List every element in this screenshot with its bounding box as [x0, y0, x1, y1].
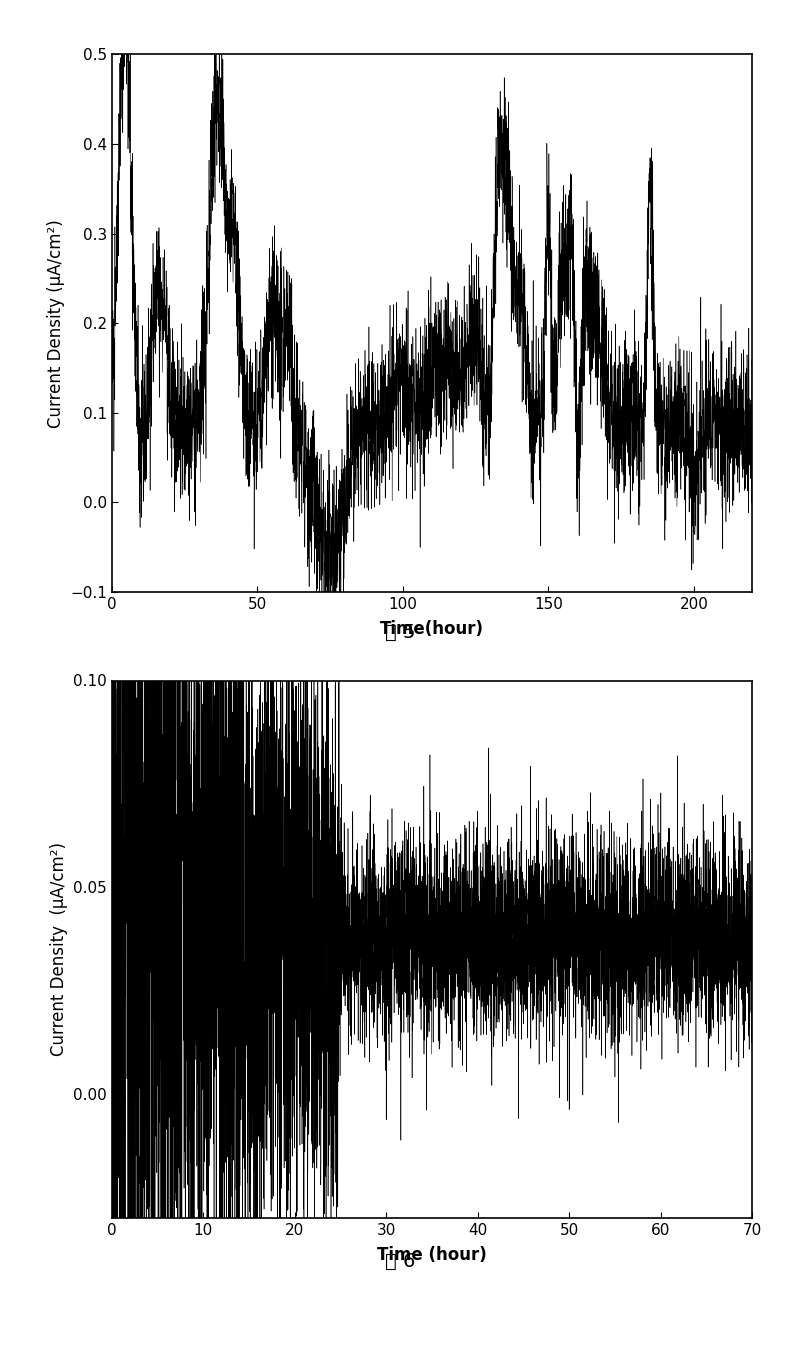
Text: 图 5: 图 5: [385, 623, 415, 642]
Y-axis label: Current Density (μA/cm²): Current Density (μA/cm²): [46, 219, 65, 427]
X-axis label: Time (hour): Time (hour): [377, 1247, 487, 1264]
Text: 图 6: 图 6: [385, 1252, 415, 1271]
X-axis label: Time(hour): Time(hour): [380, 621, 484, 638]
Y-axis label: Current Density  (μA/cm²): Current Density (μA/cm²): [50, 842, 68, 1056]
